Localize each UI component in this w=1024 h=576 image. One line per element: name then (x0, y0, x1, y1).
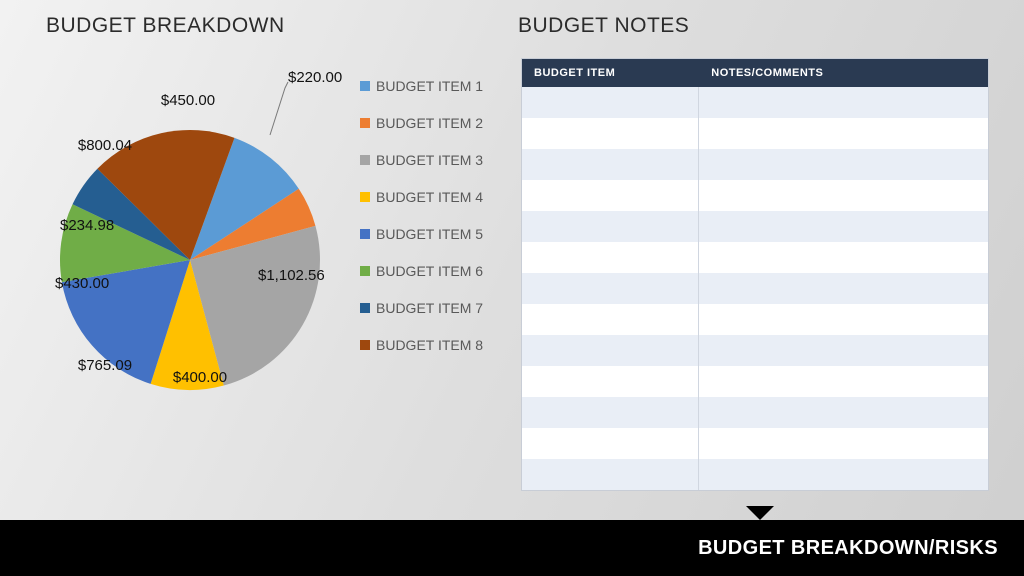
table-cell (699, 366, 988, 397)
footer-text: BUDGET BREAKDOWN/RISKS (698, 537, 998, 560)
table-cell (699, 242, 988, 273)
table-cell (522, 211, 699, 242)
table-cell (699, 273, 988, 304)
slice-label-6: $430.00 (55, 275, 109, 292)
legend-item-2: BUDGET ITEM 2 (360, 115, 483, 131)
legend-item-8: BUDGET ITEM 8 (360, 337, 483, 353)
slice-label-7: $234.98 (60, 217, 114, 234)
legend-swatch (360, 266, 370, 276)
table-row (522, 366, 988, 397)
legend-label: BUDGET ITEM 6 (376, 263, 483, 279)
legend-item-7: BUDGET ITEM 7 (360, 300, 483, 316)
legend-item-5: BUDGET ITEM 5 (360, 226, 483, 242)
slice-label-1: $450.00 (161, 92, 215, 109)
leader-line (270, 82, 288, 135)
table-cell (522, 180, 699, 211)
table-cell (699, 118, 988, 149)
table-row (522, 397, 988, 428)
footer-tab-notch (746, 506, 774, 520)
footer-bar: BUDGET BREAKDOWN/RISKS (0, 520, 1024, 576)
legend-item-6: BUDGET ITEM 6 (360, 263, 483, 279)
table-row (522, 459, 988, 490)
legend-label: BUDGET ITEM 5 (376, 226, 483, 242)
slice-label-8: $800.04 (78, 137, 132, 154)
table-cell (522, 304, 699, 335)
legend-item-4: BUDGET ITEM 4 (360, 189, 483, 205)
table-row (522, 87, 988, 118)
legend-label: BUDGET ITEM 4 (376, 189, 483, 205)
table-cell (522, 459, 699, 490)
notes-header-cell: BUDGET ITEM (522, 67, 699, 79)
table-cell (699, 428, 988, 459)
notes-header-cell: NOTES/COMMENTS (699, 67, 988, 79)
legend-item-1: BUDGET ITEM 1 (360, 78, 483, 94)
table-cell (522, 242, 699, 273)
table-cell (699, 304, 988, 335)
slide: BUDGET BREAKDOWN BUDGET NOTES $450.00$22… (0, 0, 1024, 576)
table-row (522, 304, 988, 335)
chart-legend: BUDGET ITEM 1 BUDGET ITEM 2 BUDGET ITEM 3 B… (360, 78, 483, 374)
table-cell (522, 366, 699, 397)
table-row (522, 211, 988, 242)
table-cell (699, 211, 988, 242)
table-row (522, 428, 988, 459)
table-cell (699, 459, 988, 490)
budget-notes-table: BUDGET ITEMNOTES/COMMENTS (521, 58, 989, 491)
notes-header-row: BUDGET ITEMNOTES/COMMENTS (522, 59, 988, 87)
legend-label: BUDGET ITEM 1 (376, 78, 483, 94)
table-row (522, 149, 988, 180)
table-cell (699, 149, 988, 180)
legend-swatch (360, 81, 370, 91)
legend-swatch (360, 303, 370, 313)
legend-label: BUDGET ITEM 2 (376, 115, 483, 131)
legend-swatch (360, 192, 370, 202)
slice-label-2: $220.00 (288, 69, 342, 86)
slice-label-5: $765.09 (78, 357, 132, 374)
legend-swatch (360, 340, 370, 350)
slice-label-4: $400.00 (173, 369, 227, 386)
legend-label: BUDGET ITEM 3 (376, 152, 483, 168)
table-row (522, 242, 988, 273)
table-cell (699, 397, 988, 428)
legend-item-3: BUDGET ITEM 3 (360, 152, 483, 168)
table-cell (699, 87, 988, 118)
table-cell (522, 118, 699, 149)
table-row (522, 118, 988, 149)
table-row (522, 180, 988, 211)
table-cell (699, 180, 988, 211)
table-row (522, 273, 988, 304)
legend-label: BUDGET ITEM 7 (376, 300, 483, 316)
slice-label-3: $1,102.56 (258, 267, 325, 284)
table-cell (522, 428, 699, 459)
legend-swatch (360, 155, 370, 165)
table-cell (522, 273, 699, 304)
notes-title: BUDGET NOTES (518, 14, 689, 38)
table-cell (522, 397, 699, 428)
table-cell (522, 149, 699, 180)
table-cell (699, 335, 988, 366)
table-row (522, 335, 988, 366)
table-cell (522, 335, 699, 366)
legend-swatch (360, 118, 370, 128)
table-cell (522, 87, 699, 118)
legend-label: BUDGET ITEM 8 (376, 337, 483, 353)
legend-swatch (360, 229, 370, 239)
